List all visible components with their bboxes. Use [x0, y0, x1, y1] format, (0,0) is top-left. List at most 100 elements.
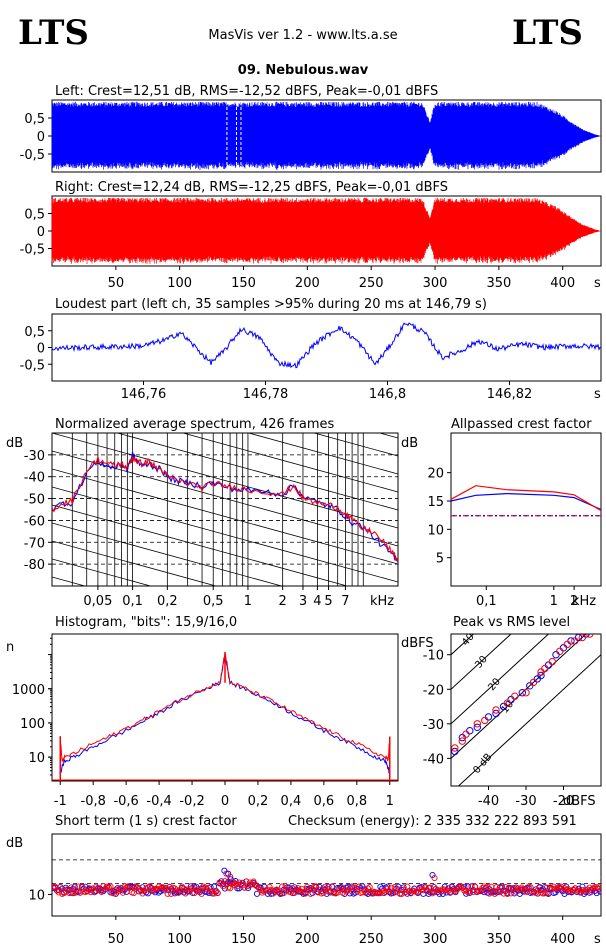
short-term-plot: 10 50 100 150 200 250 300 350 400	[28, 833, 602, 946]
peak-rms-point-right	[571, 637, 579, 645]
short-term-point-right	[162, 884, 169, 891]
loudest-part-ytick-label: 0,5	[24, 325, 45, 340]
short-term-point-right	[85, 885, 93, 892]
histogram-xtick-label: -0,8	[81, 794, 106, 809]
spectrum-slope-line	[52, 468, 398, 565]
short-term-point-right	[279, 883, 286, 890]
short-term-point-right	[53, 887, 60, 894]
peak-rms-point-right	[529, 678, 538, 687]
peak-rms-xtick-label: -20	[553, 794, 574, 809]
logo-left: LTS	[18, 13, 89, 53]
waveform-right-xtick-label: 400	[550, 276, 575, 291]
short-term-point-right	[198, 890, 205, 897]
peak-rms-ylabel: dBFS	[401, 636, 434, 651]
crest-factor-ylabel: dB	[401, 436, 418, 451]
short-term-point-right	[250, 878, 257, 885]
loudest-part-ytick-label: -0,5	[20, 358, 45, 373]
short-term-point-right	[178, 883, 186, 890]
short-term-point-right	[570, 886, 577, 893]
short-term-point-right	[366, 884, 373, 891]
crest-factor-frame	[450, 432, 602, 587]
peak-rms-frame	[450, 633, 602, 787]
short-term-point-right	[468, 883, 475, 890]
spectrum-frame	[51, 432, 399, 587]
peak-rms-point-left	[473, 723, 481, 731]
crest-factor-xtick-label: 2	[570, 594, 578, 609]
short-term-outlier	[429, 871, 436, 879]
short-term-point-right	[155, 883, 162, 890]
short-term-point-right	[168, 890, 175, 897]
peak-rms-point-right	[548, 657, 556, 666]
histogram-xtick-label: 0,6	[314, 794, 335, 809]
spectrum-ytick-label: -30	[24, 449, 45, 464]
peak-rms-point-right	[503, 699, 511, 707]
waveform-right-xtick-label: 200	[295, 276, 320, 291]
spectrum-xtick-label: 7	[341, 594, 349, 609]
spectrum-xtick-label: 0,05	[83, 594, 112, 609]
spectrum-slope-line	[312, 433, 398, 457]
spectrum-slope-line	[181, 433, 398, 493]
spectrum-xtick-label: 0,1	[122, 594, 143, 609]
short-term-point-right	[543, 884, 550, 891]
histogram-plot: 1000 100 10 -1 -0,8 -0,6 -0,4 -0,2 0 0,2 0,4 0,6 0,8…	[12, 633, 399, 809]
crest-factor-xtick-label: 0,1	[476, 594, 497, 609]
waveform-left-ytick-label: 0,5	[24, 112, 45, 127]
peak-rms-point-right	[511, 692, 519, 700]
short-term-point-right	[484, 884, 491, 891]
spectrum-ytick-label: -70	[24, 536, 45, 551]
loudest-part-ytick-label: 0	[37, 342, 45, 357]
crest-factor-plot: 20 15 10 5 0,1 1 2	[427, 432, 602, 609]
peak-rms-ytick-label: -20	[423, 683, 444, 698]
peak-rms-crest-line	[451, 634, 512, 690]
short-term-point-right	[448, 884, 455, 891]
peak-rms-point-right	[541, 664, 549, 673]
peak-rms-point-left	[492, 709, 500, 718]
short-term-point-right	[416, 885, 423, 892]
waveform-right-ytick-label: -0,5	[20, 243, 45, 258]
short-term-point-right	[275, 888, 282, 895]
short-term-point-right	[590, 885, 597, 893]
short-term-point-right	[253, 883, 261, 890]
waveform-right-xtick-label: 150	[231, 276, 256, 291]
short-term-point-left	[418, 883, 425, 891]
loudest-part-title: Loudest part (left ch, 35 samples >95% d…	[55, 297, 487, 312]
loudest-part-xtick-label: 146,8	[369, 387, 406, 402]
short-term-point-right	[205, 884, 212, 892]
spectrum-ytick-label: -50	[24, 493, 45, 508]
histogram-xtick-label: -0,2	[179, 794, 204, 809]
short-term-point-right	[541, 890, 548, 897]
peak-rms-x-unit: dBFS	[563, 794, 596, 809]
peak-rms-point-right	[458, 737, 466, 745]
short-term-point-right	[498, 884, 505, 891]
spectrum-xtick-label: 5	[324, 594, 332, 609]
spectrum-ytick-label: -80	[24, 558, 45, 573]
short-term-point-right	[57, 884, 64, 891]
peak-rms-ytick-label: -10	[423, 649, 444, 664]
short-term-point-right	[452, 887, 459, 894]
loudest-part-xtick-label: 146,78	[243, 387, 289, 402]
short-term-point-right	[341, 887, 348, 894]
short-term-point-right	[420, 887, 427, 894]
spectrum-xtick-label: 3	[299, 594, 307, 609]
waveform-x-unit: s	[594, 276, 601, 291]
peak-rms-crest-line	[457, 654, 601, 786]
short-term-point-right	[312, 883, 320, 890]
short-term-point-right	[454, 886, 461, 893]
peak-rms-point-right	[586, 634, 594, 638]
loudest-part-line	[51, 322, 602, 369]
short-term-point-right	[321, 883, 329, 890]
file-title: 09. Nebulous.wav	[238, 63, 369, 78]
loudest-x-unit: s	[594, 387, 601, 402]
short-term-point-left	[245, 885, 252, 892]
crest-factor-ytick-label: 5	[436, 552, 444, 567]
short-term-point-right	[130, 890, 137, 897]
short-term-point-right	[489, 889, 497, 896]
short-term-point-right	[427, 884, 434, 891]
spectrum-slope-line	[52, 522, 283, 586]
short-term-point-right	[266, 883, 273, 890]
peak-rms-point-left	[466, 727, 474, 735]
histogram-ytick-label: 1000	[12, 683, 45, 698]
peak-rms-point-left	[582, 634, 590, 638]
short-term-crest-title: Short term (1 s) crest factor	[55, 814, 237, 829]
